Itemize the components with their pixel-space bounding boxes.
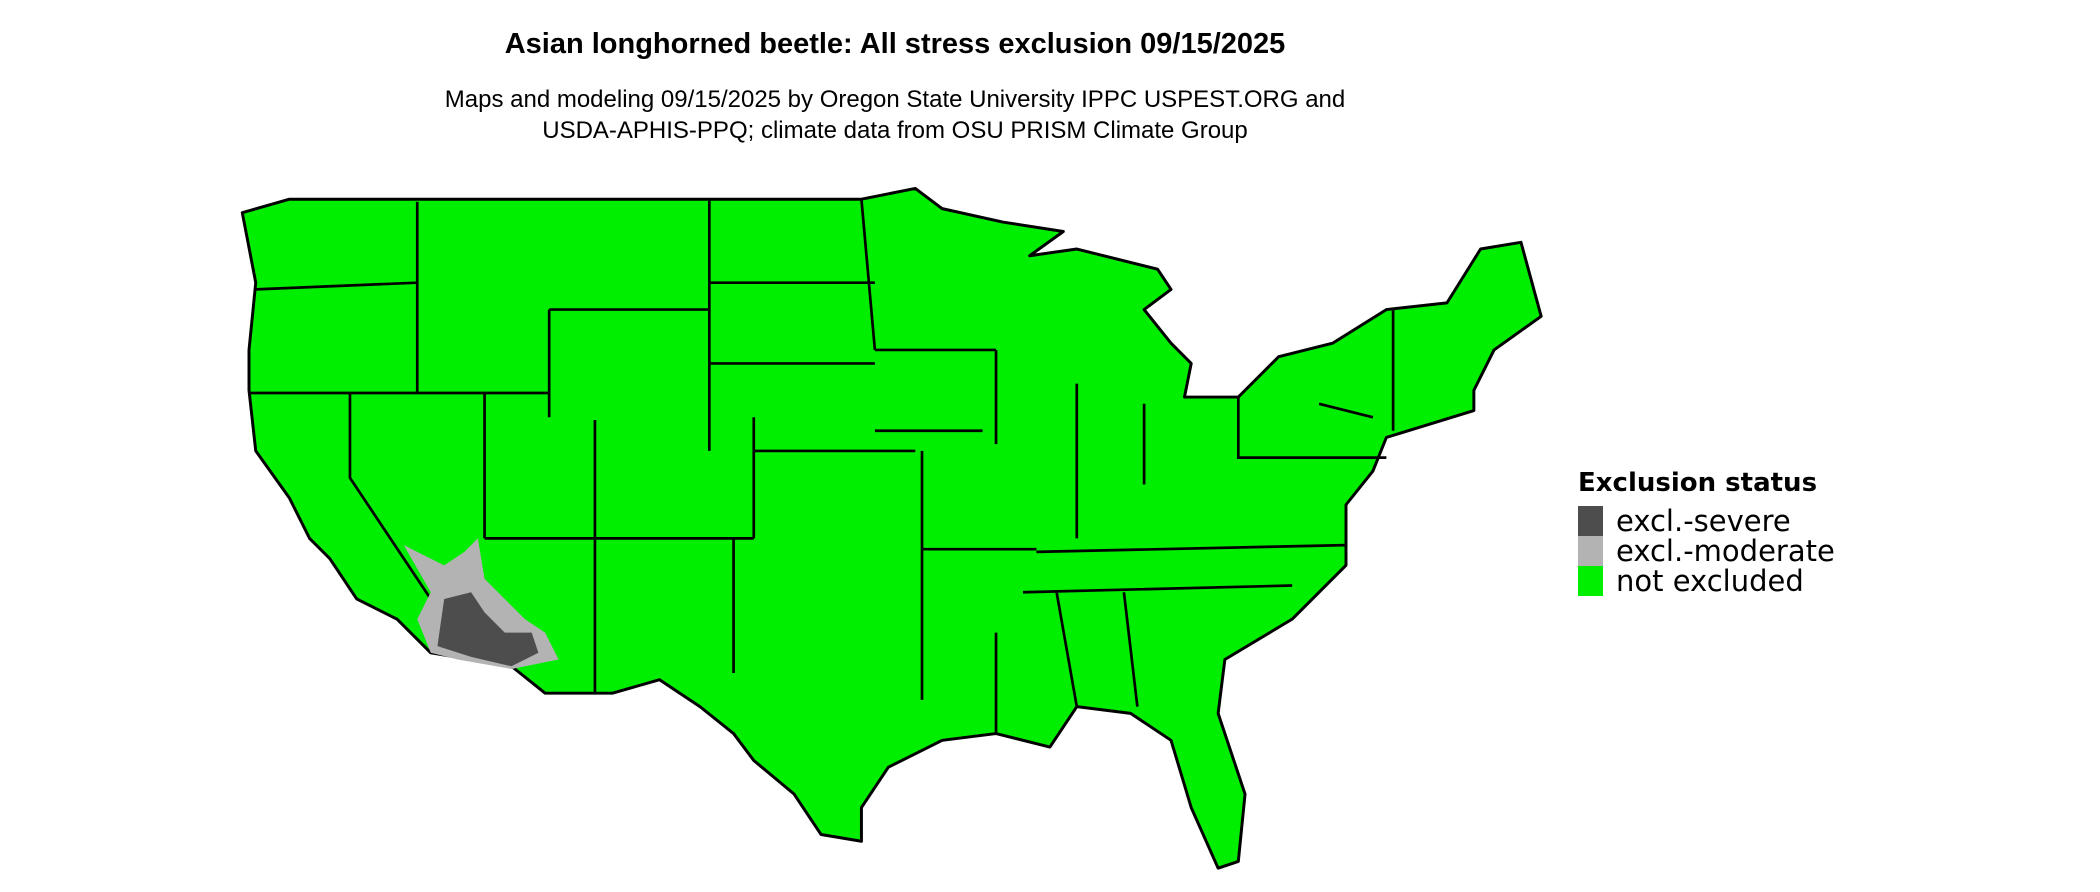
legend-label: not excluded — [1616, 564, 1804, 598]
legend-item-severe: excl.-severe — [1578, 504, 1835, 538]
map-subtitle-line-1: Maps and modeling 09/15/2025 by Oregon S… — [444, 86, 1346, 113]
legend-item-moderate: excl.-moderate — [1578, 534, 1835, 568]
map-title: Asian longhorned beetle: All stress excl… — [504, 28, 1286, 60]
legend-swatch-moderate — [1578, 536, 1603, 566]
legend-title: Exclusion status — [1578, 468, 1818, 498]
map-subtitle-line-2: USDA-APHIS-PPQ; climate data from OSU PR… — [542, 117, 1248, 144]
us-outline — [240, 186, 1543, 870]
legend-label: excl.-severe — [1616, 504, 1791, 538]
legend: Exclusion status excl.-severe excl.-mode… — [1578, 468, 1835, 598]
legend-item-not-excluded: not excluded — [1578, 564, 1835, 598]
legend-swatch-severe — [1578, 506, 1603, 536]
exclusion-areas — [403, 538, 559, 669]
legend-swatch-not-excluded — [1578, 566, 1603, 596]
legend-label: excl.-moderate — [1616, 534, 1835, 568]
state-borders — [249, 199, 1395, 734]
